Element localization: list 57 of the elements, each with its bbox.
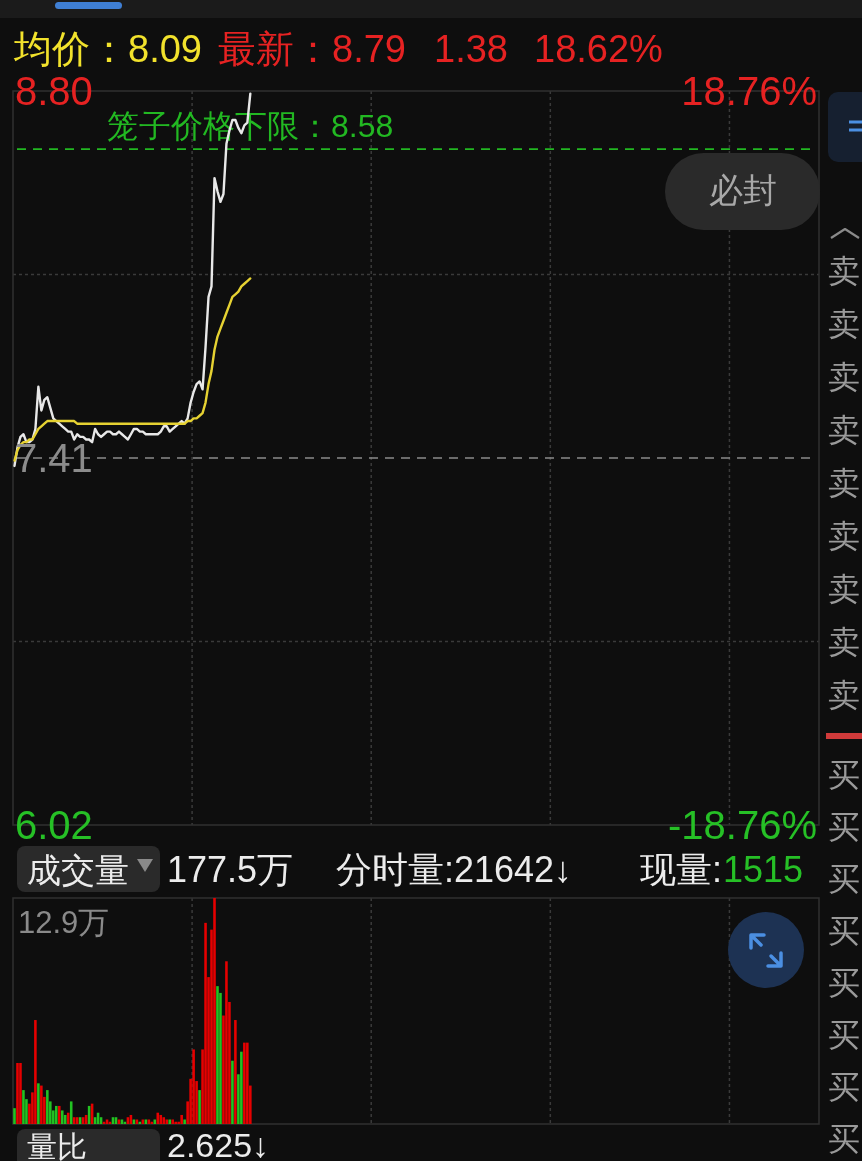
bar (192, 1049, 195, 1124)
bar (46, 1090, 49, 1124)
annotation: 必封 (709, 171, 777, 209)
text: 卖 (828, 358, 860, 395)
bar (198, 1090, 201, 1124)
text: 分时量:21642↓ (336, 849, 573, 890)
bar (246, 1042, 249, 1124)
text: 卖 (828, 252, 860, 289)
text: 卖 (828, 570, 860, 607)
bar (213, 898, 216, 1124)
y-tick-label: 6.02 (15, 803, 93, 848)
text: 买 (828, 965, 860, 1001)
annotation: 12.9万 (18, 905, 110, 940)
bar (243, 1042, 246, 1124)
text: 卖 (828, 305, 860, 342)
bar (16, 1062, 19, 1124)
text: 2.625↓ (167, 1126, 270, 1161)
text: 买 (828, 1121, 860, 1157)
text: 卖 (828, 676, 860, 713)
text: 卖 (828, 411, 860, 448)
text: 卖 (828, 517, 860, 554)
text: 买 (828, 861, 860, 897)
bar (216, 986, 219, 1124)
bar (69, 1101, 73, 1124)
text: 1515 (722, 849, 803, 890)
text: 最新：8.79 (218, 28, 406, 70)
text: 买 (828, 1017, 860, 1053)
text: 1.38 (434, 28, 508, 70)
bar (60, 1110, 64, 1124)
y2-tick-label: 18.76% (681, 69, 817, 114)
bar (204, 922, 207, 1124)
text: 买 (828, 1069, 860, 1105)
bar (231, 1060, 234, 1124)
text: 18.62% (534, 28, 663, 70)
text: 现量: (639, 849, 722, 890)
bar (234, 1020, 237, 1124)
text: 买 (828, 757, 860, 793)
bar (225, 961, 228, 1124)
text: 卖 (828, 623, 860, 660)
bar (13, 1108, 16, 1124)
bar (174, 1121, 177, 1124)
bar (22, 1090, 25, 1124)
bar (183, 1119, 186, 1124)
text: 177.5万 (167, 849, 294, 890)
y2-tick-label: -18.76% (668, 803, 817, 848)
y-tick-label: 8.80 (15, 69, 93, 114)
bar (180, 1114, 183, 1124)
text: 均价：8.09 (13, 28, 202, 70)
text: 买 (828, 913, 860, 949)
bar (162, 1117, 166, 1124)
bar (19, 1062, 22, 1124)
text: 量比 (27, 1130, 87, 1161)
bar (240, 1051, 243, 1124)
text: 买 (828, 809, 860, 845)
text: 成交量 (27, 851, 129, 889)
bar (34, 1020, 37, 1124)
text: 卖 (828, 464, 860, 501)
